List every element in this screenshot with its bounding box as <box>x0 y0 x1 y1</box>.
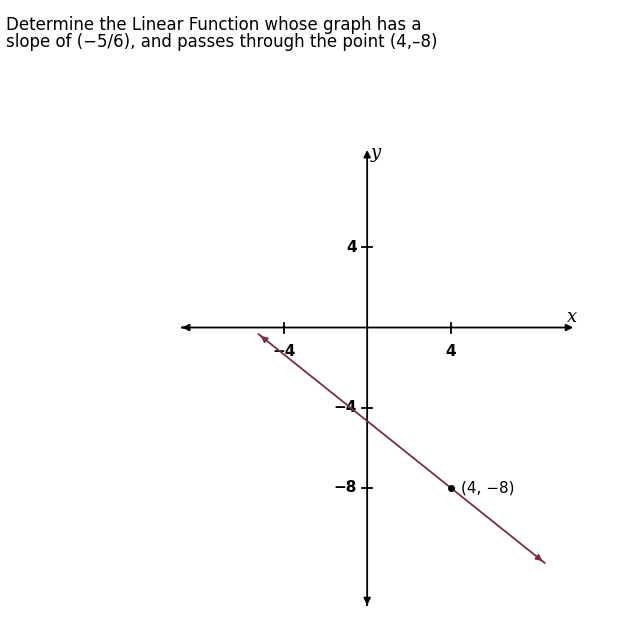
Text: 4: 4 <box>346 240 356 255</box>
Text: Determine the Linear Function whose graph has a: Determine the Linear Function whose grap… <box>6 16 422 34</box>
Text: y: y <box>371 144 381 162</box>
Text: −8: −8 <box>333 480 356 495</box>
Text: 4: 4 <box>445 344 456 358</box>
Text: slope of (−5/6), and passes through the point (4,–8): slope of (−5/6), and passes through the … <box>6 33 438 51</box>
Text: −4: −4 <box>272 344 295 358</box>
Text: x: x <box>567 308 577 326</box>
Text: (4, −8): (4, −8) <box>461 480 515 495</box>
Text: −4: −4 <box>333 400 356 415</box>
